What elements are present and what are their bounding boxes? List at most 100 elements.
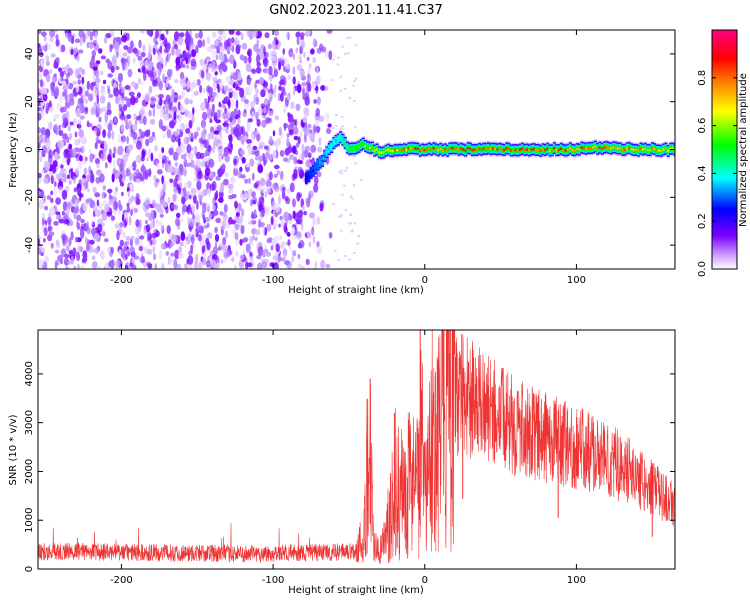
colorbar-tick-label: 0.4 [697,165,708,181]
noise-blob [200,160,206,168]
spectrogram-frame [37,29,676,270]
noise-blob [86,80,91,91]
noise-blob [275,39,279,46]
noise-blob [211,60,216,68]
noise-blob [289,182,295,193]
noise-blob [69,121,74,126]
noise-blob [92,261,98,269]
noise-blob [129,183,134,191]
noise-blob [305,159,311,168]
noise-blob [289,121,295,129]
noise-blob [271,200,277,211]
noise-blob [264,87,270,92]
noise-blob [285,31,289,39]
signal-core [564,149,568,152]
noise-blob [283,157,288,163]
noise-blob [208,212,213,221]
colorbar-tick-label: 0.2 [697,213,708,229]
noise-blob [92,205,98,212]
noise-blob [121,59,127,69]
noise-blob [257,107,263,116]
signal-core [671,147,675,150]
colorbar-tick-label: 0.8 [697,70,708,86]
noise-blob [154,145,159,152]
noise-blob [171,88,175,96]
signal-core [591,146,595,149]
noise-blob [38,142,41,149]
noise-blob [118,209,121,216]
noise-blob [68,82,74,90]
noise-blob [123,96,128,101]
noise-blob [38,151,41,160]
noise-blob [257,201,263,209]
noise-blob [179,61,184,69]
noise-blob [98,202,103,211]
noise-blob [58,67,62,72]
noise-blob [158,188,164,197]
noise-fleck [339,75,342,78]
noise-blob [94,158,100,164]
noise-blob [203,224,208,229]
noise-blob [296,192,301,202]
noise-blob [249,251,253,257]
noise-blob [233,264,237,269]
noise-blob [292,76,296,85]
noise-blob [135,226,139,234]
noise-blob [246,139,252,144]
noise-blob [67,93,70,104]
noise-blob [293,135,299,141]
noise-blob [157,51,162,59]
signal-core [576,147,579,151]
noise-blob [248,177,251,184]
noise-blob [246,262,253,268]
noise-fleck [343,184,346,187]
noise-blob [138,119,145,124]
noise-blob [69,133,72,140]
noise-blob [257,164,264,174]
noise-blob [148,42,152,51]
noise-blob [48,231,55,237]
noise-blob [190,137,194,142]
noise-blob [210,49,217,58]
signal-core [314,167,317,170]
signal-core [412,146,415,150]
noise-blob [320,85,326,91]
noise-blob [83,167,88,175]
noise-blob [301,265,305,269]
noise-blob [145,138,150,147]
noise-blob [270,55,276,61]
noise-blob [130,251,136,258]
noise-blob [231,256,235,263]
noise-blob [70,231,74,241]
noise-blob [52,160,58,168]
noise-blob [274,30,280,36]
noise-blob [41,45,45,51]
noise-blob [155,229,159,238]
noise-blob [124,212,128,219]
noise-fleck [340,169,344,172]
noise-blob [283,253,287,260]
signal-core [612,146,615,149]
noise-blob [136,154,142,163]
noise-fleck [347,52,350,55]
signal-core [323,154,327,158]
noise-blob [152,199,156,208]
signal-core [466,146,470,150]
noise-blob [80,246,84,253]
noise-blob [273,173,278,178]
noise-blob [127,251,130,257]
noise-blob [233,158,238,166]
noise-blob [131,124,138,131]
noise-blob [313,99,317,104]
noise-blob [74,68,80,77]
noise-blob [156,162,160,169]
noise-blob [278,223,281,228]
noise-blob [299,130,303,139]
noise-blob [173,258,178,269]
noise-blob [98,48,103,54]
signal-core [391,149,395,153]
signal-core [557,148,561,152]
noise-blob [307,68,311,74]
noise-blob [174,161,178,167]
noise-blob [60,44,66,53]
